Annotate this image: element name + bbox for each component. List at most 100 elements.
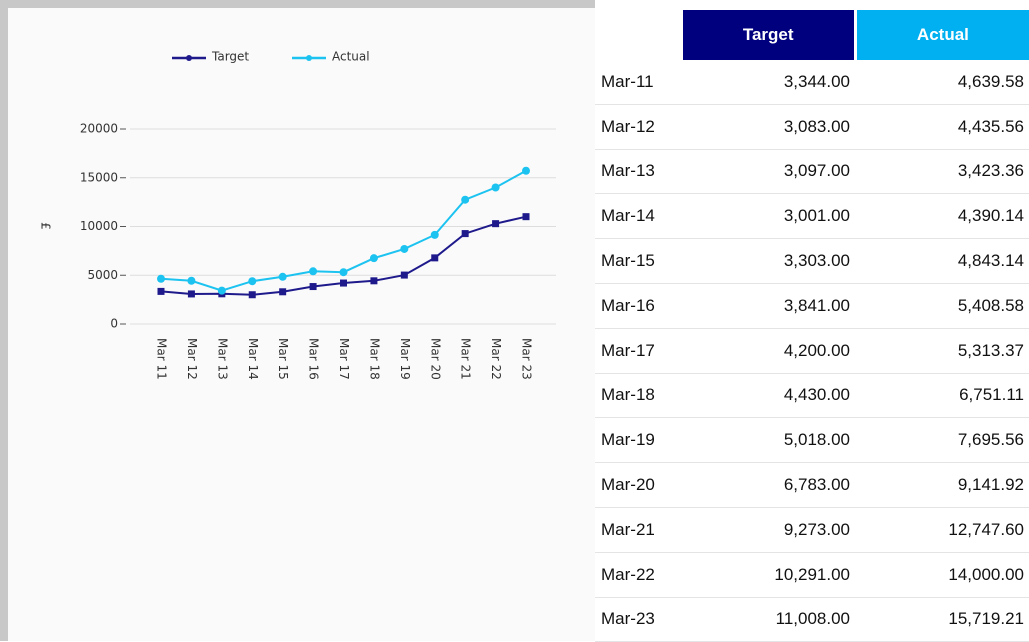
table-cell: Mar-18 [601,385,655,405]
table-cell: Mar-16 [601,295,655,315]
chart: £ 0 5000 10000 15000 20000 Mar 11 Mar 12 Mar 13… [39,50,556,380]
table-cell: 3,303.00 [783,251,850,271]
data-point [187,276,196,285]
table-row: Mar-15 3,303.00 4,843.14 [595,239,1029,284]
table-row: Mar-20 6,783.00 9,141.92 [595,463,1029,508]
header-blank [595,10,680,60]
legend-marker [186,55,192,61]
data-point [461,230,469,238]
data-point [248,291,256,299]
table-cell: Mar-14 [601,206,655,226]
table-cell: Mar-13 [601,161,655,181]
table-cell: 4,200.00 [783,340,850,360]
table-row: Mar-13 3,097.00 3,423.36 [595,150,1029,195]
table-row: Mar-12 3,083.00 4,435.56 [595,105,1029,150]
x-tick-label: Mar 19 [398,338,412,380]
table-row: Mar-17 4,200.00 5,313.37 [595,329,1029,374]
x-tick-label: Mar 15 [276,338,290,380]
table-cell: 4,639.58 [957,71,1024,91]
table-cell: 3,841.00 [783,295,850,315]
column-header: Actual [856,10,1029,60]
data-point [309,283,317,291]
data-point [248,277,257,286]
table-cell: 9,273.00 [783,519,850,539]
table-cell: 9,141.92 [957,475,1024,495]
legend-marker [306,55,312,61]
data-point [400,244,409,253]
data-table: Target Actual Mar-11 3,344.00 4,639.58 Mar-12… [595,10,1029,642]
y-tick-label: 20000 [80,122,118,136]
table-cell: 12,747.60 [948,519,1024,539]
data-point [187,290,195,298]
legend-label: Actual [332,50,370,64]
table-row: Mar-21 9,273.00 12,747.60 [595,508,1029,553]
table-row: Mar-16 3,841.00 5,408.58 [595,284,1029,329]
table-row: Mar-14 3,001.00 4,390.14 [595,194,1029,240]
table-cell: Mar-22 [601,564,655,584]
data-point [461,195,470,204]
table-cell: Mar-12 [601,116,655,136]
table-row: Mar-11 3,344.00 4,639.58 [595,60,1029,105]
data-point [430,230,439,239]
data-point [217,286,226,295]
data-point [278,272,287,281]
legend-label: Target [211,50,249,64]
table-cell: Mar-23 [601,609,655,629]
x-tick-label: Mar 12 [185,338,199,380]
table-cell: 5,313.37 [957,340,1024,360]
table-cell: 5,018.00 [783,430,850,450]
y-tick-label: 15000 [80,170,118,184]
table-row: Mar-19 5,018.00 7,695.56 [595,418,1029,464]
data-point [157,274,165,283]
data-point [492,220,500,228]
table-row: Mar-22 10,291.00 14,000.00 [595,553,1029,598]
data-point [157,287,165,295]
table-cell: Mar-19 [601,430,655,450]
data-point [309,267,318,276]
y-tick-label: 5000 [87,268,118,282]
column-header: Target [682,10,854,60]
data-point [339,268,348,277]
data-point [370,277,378,285]
table-cell: 5,408.58 [957,295,1024,315]
table-row: Mar-23 11,008.00 15,719.21 [595,598,1029,642]
table-row: Mar-18 4,430.00 6,751.11 [595,374,1029,419]
table-cell: 3,423.36 [957,161,1024,181]
table-cell: 3,083.00 [783,116,850,136]
table-cell: Mar-17 [601,340,655,360]
x-tick-label: Mar 13 [215,338,229,380]
x-tick-label: Mar 16 [307,338,321,380]
table-cell: Mar-21 [601,519,655,539]
table-cell: 3,097.00 [783,161,850,181]
x-tick-label: Mar 21 [459,338,473,380]
table-cell: 14,000.00 [948,564,1024,584]
table-cell: Mar-15 [601,251,655,271]
x-tick-label: Mar 23 [520,338,534,380]
table-cell: 6,751.11 [959,385,1024,405]
x-tick-label: Mar 17 [337,338,351,380]
data-point [522,213,530,221]
table-cell: 15,719.21 [948,609,1024,629]
table-cell: 3,001.00 [783,206,850,226]
data-point [491,183,500,192]
table-header: Target Actual [595,10,1029,60]
table-cell: 4,430.00 [783,385,850,405]
data-point [522,166,530,175]
table-cell: 4,390.14 [957,206,1024,226]
data-point [431,254,439,262]
y-tick-label: 0 [110,317,118,331]
table-cell: 4,843.14 [957,251,1024,271]
data-point [400,271,408,279]
x-tick-label: Mar 20 [428,338,442,380]
table-cell: Mar-20 [601,475,655,495]
table-cell: 6,783.00 [783,475,850,495]
x-tick-label: Mar 11 [155,338,169,380]
table-cell: 4,435.56 [957,116,1024,136]
x-tick-label: Mar 18 [367,338,381,380]
x-tick-label: Mar 14 [246,338,260,380]
data-point [279,288,287,296]
table-cell: 11,008.00 [775,609,850,629]
table-cell: 10,291.00 [774,564,850,584]
table-cell: 7,695.56 [957,430,1024,450]
